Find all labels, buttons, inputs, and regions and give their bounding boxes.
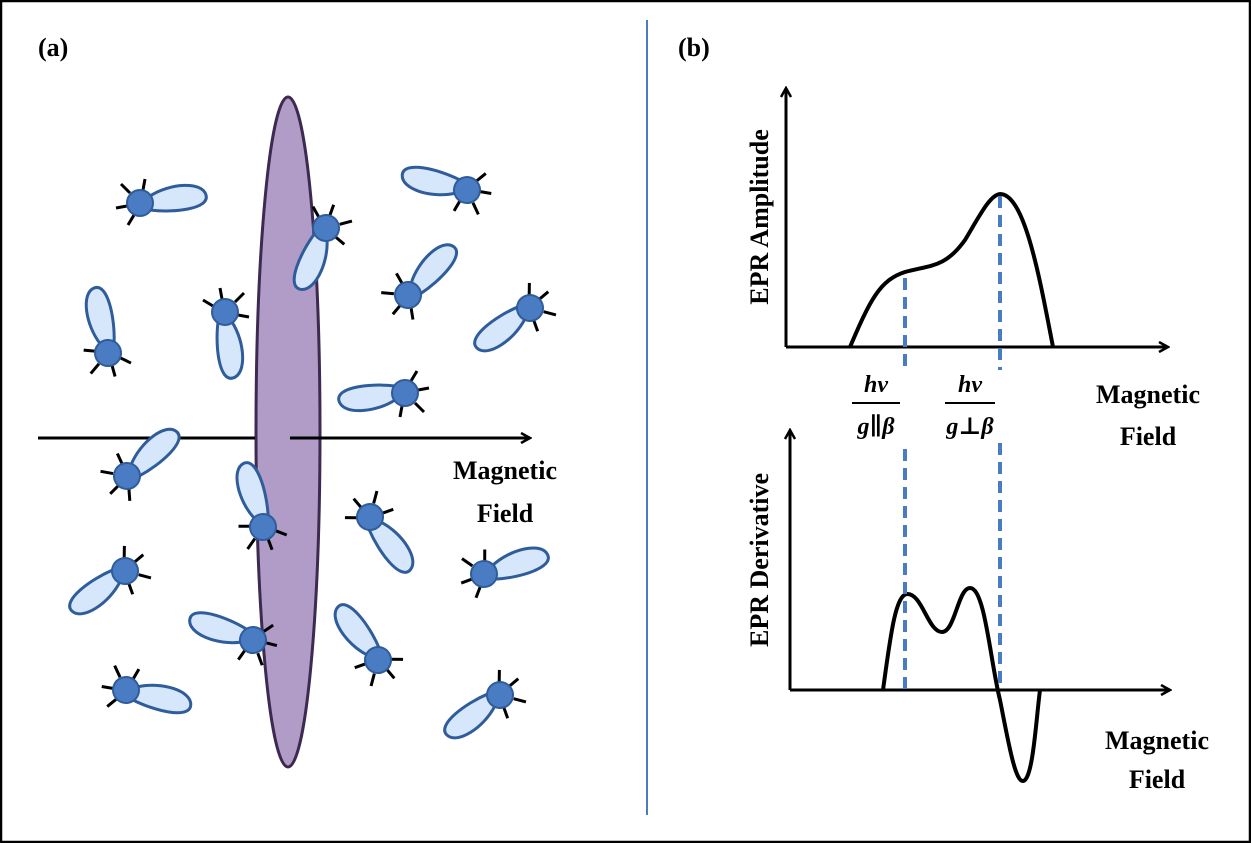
ellipse (256, 97, 320, 767)
fraction-denominator: g∥β (857, 414, 896, 440)
field-label: Magnetic (453, 456, 557, 485)
molecule (203, 288, 249, 378)
molecule (116, 179, 206, 225)
molecule (374, 234, 473, 327)
molecule (78, 285, 132, 379)
frame (1, 1, 1250, 842)
molecule (94, 418, 194, 507)
molecule (324, 592, 409, 693)
molecule (456, 539, 553, 600)
field-label: Field (477, 499, 534, 528)
axis-label: EPR Derivative (745, 473, 774, 647)
field-label: Field (1129, 765, 1186, 794)
amplitude-curve (850, 194, 1053, 347)
panel-label: (b) (678, 33, 710, 62)
molecule (396, 147, 497, 221)
fraction-numerator: hν (864, 372, 888, 398)
fraction-numerator: hν (958, 372, 982, 398)
figure: (a) Magnetic Field (b) EPR Amplitude Mag… (0, 0, 1251, 843)
field-label: Magnetic (1096, 380, 1200, 409)
molecule (57, 540, 158, 625)
panel-label: (a) (38, 33, 68, 62)
molecule (96, 659, 197, 733)
field-label: Field (1120, 422, 1177, 451)
axis-label: EPR Amplitude (745, 129, 774, 305)
molecule (339, 371, 429, 417)
molecule (462, 277, 563, 362)
molecule (339, 484, 424, 585)
molecule (432, 664, 533, 749)
field-label: Magnetic (1105, 726, 1209, 755)
fraction-denominator: g⊥β (945, 414, 994, 440)
